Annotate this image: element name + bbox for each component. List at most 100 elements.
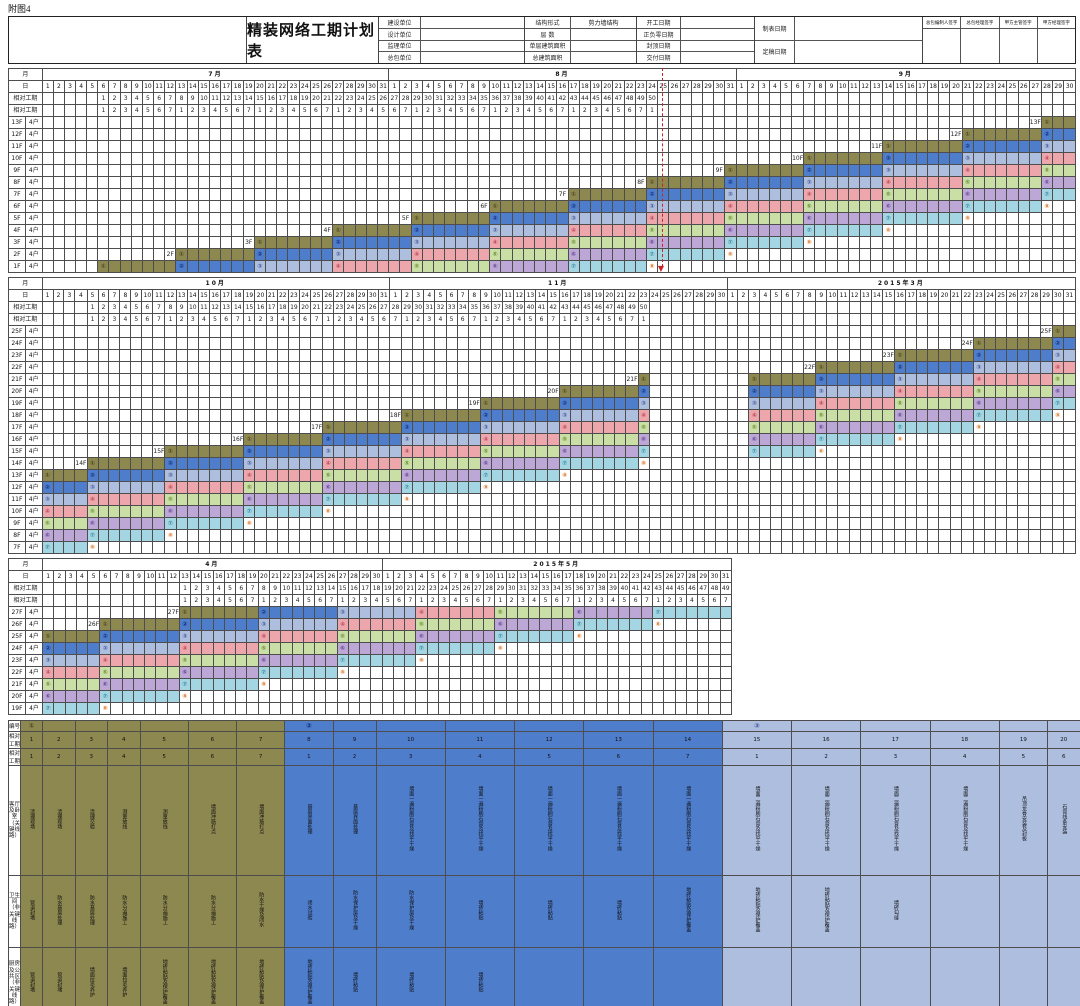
gantt-cell (98, 518, 109, 530)
gantt-cell (389, 374, 401, 386)
task-text: 墙面二遍粉刷石膏及找平干燥 (754, 786, 759, 851)
relative-number: 1 (98, 93, 109, 105)
gantt-cell (1007, 165, 1018, 177)
relative-number: 3 (277, 105, 288, 117)
gantt-cell (165, 117, 176, 129)
day-number: 16 (894, 290, 905, 302)
gantt-cell (838, 326, 849, 338)
relative-number (760, 302, 771, 314)
gantt-cell (683, 410, 694, 422)
floor-start-label: 25F (1040, 326, 1052, 338)
gantt-cell (782, 482, 793, 494)
gantt-cell (849, 350, 860, 362)
gantt-cell (277, 261, 288, 273)
gantt-cell (792, 225, 804, 237)
relative-number (894, 93, 905, 105)
relative-number: 48 (615, 302, 626, 314)
gantt-cell (244, 362, 255, 374)
day-number: 7 (450, 571, 461, 583)
day-number: 1 (42, 81, 53, 93)
gantt-cell (131, 470, 142, 482)
gantt-cell (782, 506, 793, 518)
gantt-cell (167, 631, 179, 643)
gantt-cell (590, 249, 601, 261)
relative-number (747, 105, 758, 117)
gantt-cell (849, 446, 860, 458)
gantt-cell (503, 350, 514, 362)
gantt-cell (694, 410, 705, 422)
gantt-cell (1007, 117, 1018, 129)
gantt-cell (747, 117, 758, 129)
gantt-cell (769, 237, 780, 249)
gantt-cell (53, 249, 64, 261)
phase-4-marker: ④ (179, 643, 190, 655)
gantt-cell (75, 518, 87, 530)
gantt-cell (939, 117, 950, 129)
gantt-cell (42, 225, 53, 237)
gantt-cell (546, 261, 557, 273)
gantt-cell (683, 338, 694, 350)
gantt-cell (187, 494, 198, 506)
relative-number (738, 314, 749, 326)
gantt-cell (641, 643, 652, 655)
gantt-cell (461, 667, 472, 679)
gantt-cell (646, 117, 657, 129)
gantt-cell (782, 446, 793, 458)
gantt-cell (593, 374, 604, 386)
gantt-cell (514, 422, 525, 434)
task-cell: 防水保护层及干燥 (333, 876, 376, 948)
gantt-cell (87, 434, 98, 446)
gantt-cell (75, 350, 87, 362)
gantt-cell (446, 386, 457, 398)
gantt-cell (514, 338, 525, 350)
gantt-cell (269, 703, 280, 715)
gantt-cell (1029, 410, 1040, 422)
gantt-cell (996, 398, 1007, 410)
day-number: 28 (694, 290, 705, 302)
gantt-cell (705, 518, 716, 530)
relative-row-label: 相对工期 (9, 105, 43, 117)
gantt-cell (277, 470, 288, 482)
gantt-cell (42, 153, 53, 165)
relative-cell: 18 (930, 732, 999, 749)
floor-start-label: 16F (232, 434, 244, 446)
relative-number: 9 (187, 93, 198, 105)
relative-number: 4 (131, 93, 142, 105)
field-label: 交付日期 (637, 52, 681, 63)
gantt-cell (860, 410, 871, 422)
day-number: 30 (709, 571, 720, 583)
gantt-cell (142, 237, 153, 249)
gantt-cell (131, 165, 142, 177)
day-number: 28 (691, 81, 702, 93)
gantt-cell (402, 338, 413, 350)
gantt-cell (145, 691, 156, 703)
gantt-cell (446, 482, 457, 494)
gantt-cell (438, 655, 449, 667)
relative-number (848, 105, 859, 117)
gantt-cell (1063, 470, 1075, 482)
gantt-cell (120, 530, 131, 542)
gantt-cell (288, 530, 299, 542)
field-value: 剪力墙结构 (571, 17, 636, 28)
gantt-cell (367, 398, 378, 410)
gantt-cell (42, 201, 53, 213)
gantt-cell (749, 326, 760, 338)
gantt-cell (514, 506, 525, 518)
relative-number: 6 (299, 314, 310, 326)
gantt-cell (551, 619, 562, 631)
gantt-cell (771, 494, 782, 506)
relative-number: 49 (626, 302, 638, 314)
gantt-cell (804, 350, 816, 362)
gantt-cell (525, 326, 536, 338)
gantt-cell (720, 643, 731, 655)
gantt-cell (198, 237, 209, 249)
phase-8-marker: ⑧ (87, 542, 98, 554)
gantt-cell (635, 153, 646, 165)
day-number: 25 (315, 571, 326, 583)
gantt-cell (491, 494, 502, 506)
gantt-cell (1018, 374, 1029, 386)
gantt-cell (299, 237, 310, 249)
relative-number: 7 (153, 314, 165, 326)
gantt-cell (1018, 225, 1029, 237)
